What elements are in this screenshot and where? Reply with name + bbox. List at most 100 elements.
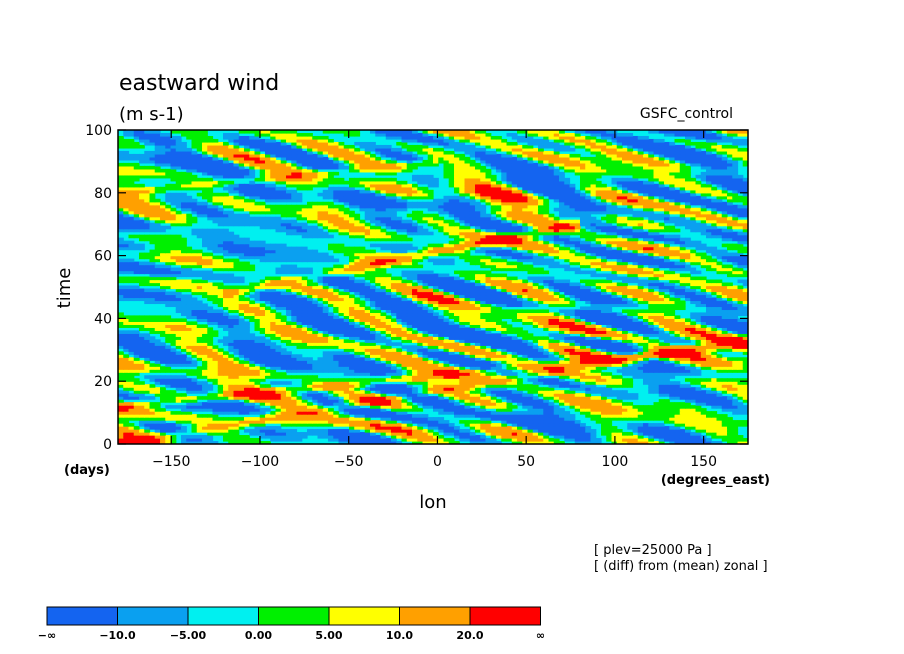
heatmap-cell: [658, 402, 665, 406]
heatmap-cell: [422, 330, 429, 334]
heatmap-cell: [700, 336, 707, 340]
heatmap-cell: [742, 339, 748, 343]
heatmap-cell: [128, 294, 135, 299]
heatmap-cell: [543, 429, 550, 433]
heatmap-cell: [186, 306, 193, 311]
heatmap-cell: [632, 375, 639, 379]
heatmap-cell: [254, 378, 261, 382]
heatmap-cell: [543, 324, 550, 328]
heatmap-cell: [732, 423, 739, 427]
heatmap-cell: [144, 435, 151, 439]
heatmap-cell: [270, 396, 277, 400]
heatmap-cell: [648, 384, 655, 388]
heatmap-cell: [616, 336, 623, 340]
heatmap-cell: [280, 297, 287, 302]
heatmap-cell: [475, 297, 481, 302]
heatmap-cell: [700, 297, 707, 302]
heatmap-cell: [254, 432, 261, 436]
heatmap-cell: [385, 402, 392, 406]
heatmap-cell: [181, 387, 187, 391]
heatmap-cell: [606, 429, 613, 433]
heatmap-cell: [280, 414, 287, 418]
heatmap-cell: [170, 318, 177, 322]
heatmap-cell: [133, 387, 140, 391]
heatmap-cell: [406, 336, 413, 340]
heatmap-cell: [664, 321, 670, 325]
heatmap-cell: [349, 312, 355, 317]
heatmap-cell: [711, 396, 718, 400]
heatmap-cell: [296, 303, 303, 308]
heatmap-cell: [391, 378, 397, 382]
heatmap-cell: [123, 435, 130, 439]
heatmap-cell: [616, 300, 623, 305]
heatmap-cell: [459, 309, 466, 314]
heatmap-cell: [522, 333, 529, 337]
heatmap-cell: [385, 372, 392, 376]
heatmap-cell: [364, 360, 371, 364]
heatmap-cell: [223, 354, 229, 358]
heatmap-cell: [296, 312, 303, 317]
heatmap-cell: [564, 357, 571, 361]
heatmap-cell: [233, 333, 240, 337]
heatmap-cell: [569, 342, 576, 346]
heatmap-cell: [202, 294, 208, 299]
heatmap-cell: [422, 438, 429, 442]
heatmap-cell: [275, 366, 282, 370]
heatmap-cell: [370, 372, 376, 376]
heatmap-cell: [632, 333, 639, 337]
heatmap-cell: [454, 300, 460, 305]
heatmap-cell: [338, 360, 345, 364]
heatmap-cell: [123, 411, 130, 415]
heatmap-cell: [154, 318, 161, 322]
heatmap-cell: [186, 345, 193, 349]
heatmap-cell: [595, 408, 602, 412]
heatmap-cell: [238, 360, 245, 364]
heatmap-cell: [286, 396, 292, 400]
heatmap-cell: [396, 384, 403, 388]
heatmap-cell: [207, 438, 214, 442]
heatmap-cell: [202, 333, 208, 337]
heatmap-cell: [433, 426, 439, 430]
heatmap-cell: [401, 327, 408, 331]
heatmap-cell: [674, 306, 681, 311]
heatmap-cell: [207, 306, 214, 311]
heatmap-cell: [307, 309, 313, 314]
heatmap-cell: [328, 345, 334, 349]
heatmap-cell: [674, 321, 681, 325]
heatmap-cell: [459, 306, 466, 311]
heatmap-cell: [695, 387, 702, 391]
heatmap-cell: [569, 330, 576, 334]
heatmap-cell: [133, 324, 140, 328]
heatmap-cell: [175, 333, 182, 337]
heatmap-cell: [375, 309, 382, 314]
heatmap-cell: [622, 297, 628, 302]
heatmap-cell: [527, 435, 534, 439]
heatmap-cell: [322, 402, 329, 406]
heatmap-cell: [165, 339, 172, 343]
heatmap-cell: [191, 333, 198, 337]
heatmap-cell: [485, 402, 492, 406]
heatmap-cell: [175, 375, 182, 379]
heatmap-cell: [280, 324, 287, 328]
heatmap-cell: [669, 357, 676, 361]
heatmap-cell: [574, 402, 581, 406]
heatmap-cell: [259, 351, 266, 355]
heatmap-cell: [139, 348, 145, 352]
heatmap-cell: [711, 432, 718, 436]
heatmap-cell: [469, 348, 476, 352]
heatmap-cell: [674, 435, 681, 439]
heatmap-cell: [144, 402, 151, 406]
heatmap-cell: [349, 363, 355, 367]
heatmap-cell: [643, 432, 649, 436]
heatmap-cell: [480, 417, 487, 421]
heatmap-cell: [228, 426, 235, 430]
heatmap-cell: [228, 297, 235, 302]
heatmap-cell: [139, 432, 145, 436]
heatmap-cell: [249, 351, 256, 355]
heatmap-cell: [454, 354, 460, 358]
heatmap-cell: [443, 429, 450, 433]
heatmap-cell: [280, 366, 287, 370]
heatmap-cell: [307, 294, 313, 299]
heatmap-cell: [737, 390, 744, 394]
heatmap-cell: [664, 378, 670, 382]
